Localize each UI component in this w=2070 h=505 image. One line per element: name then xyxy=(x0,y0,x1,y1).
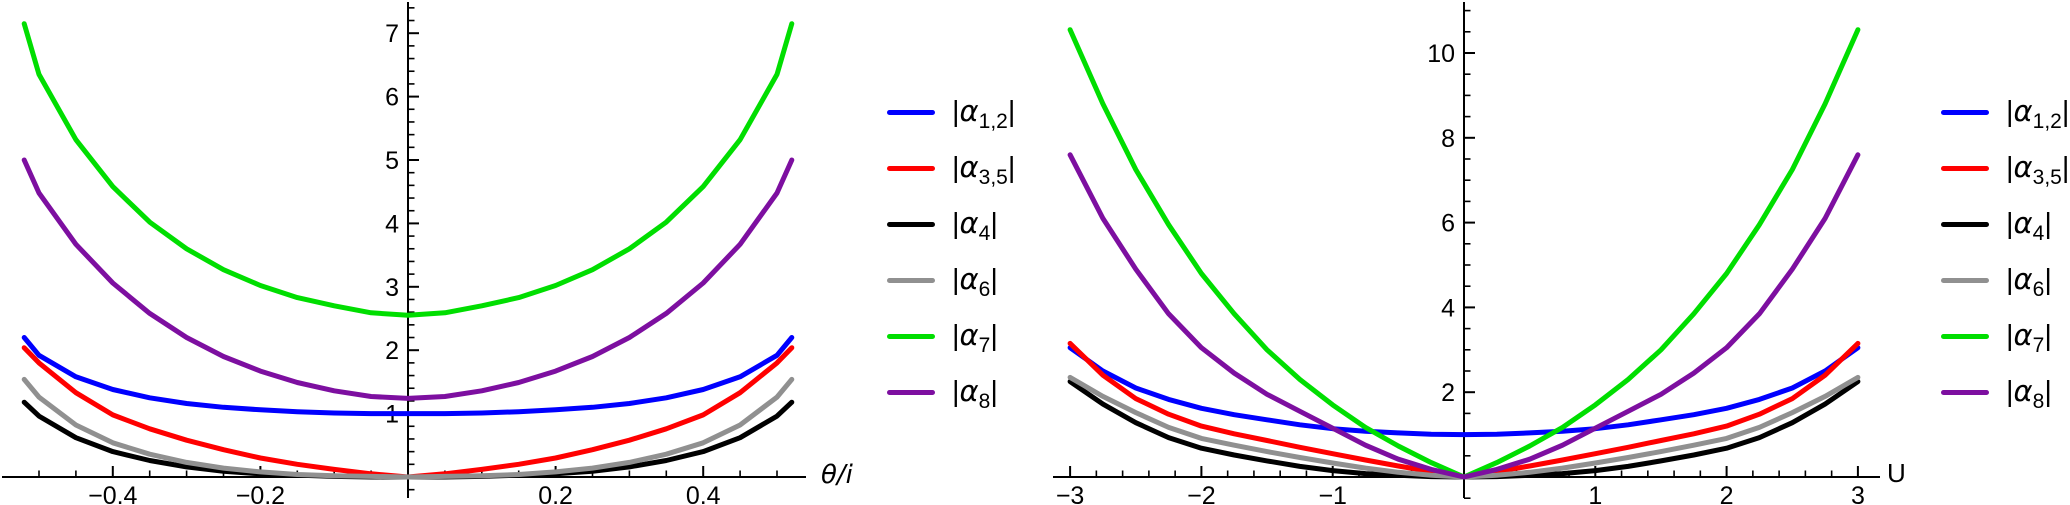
legend-swatch-line xyxy=(1941,333,1989,339)
y-tick-label: 4 xyxy=(385,210,399,238)
curve-alpha-6 xyxy=(21,376,795,480)
legend-right: |α1,2| |α3,5| |α4| |α6| |α7| |α8| xyxy=(1941,84,2069,420)
legend-swatch-line xyxy=(1941,277,1989,283)
x-tick-label: −0.4 xyxy=(88,482,137,505)
legend-swatch-line xyxy=(887,333,935,339)
curve-alpha-1-2 xyxy=(21,335,795,417)
y-tick-label: 3 xyxy=(385,274,399,302)
y-tick-label: 4 xyxy=(1441,294,1455,322)
legend-entry-alpha-4: |α4| xyxy=(1941,196,2069,252)
x-axis-label-right: U xyxy=(1887,458,1906,488)
legend-label: |α8| xyxy=(952,374,998,413)
x-tick-label: 0.2 xyxy=(538,482,573,505)
legend-left: |α1,2| |α3,5| |α4| |α6| |α7| |α8| xyxy=(887,84,1015,420)
legend-entry-alpha-1-2: |α1,2| xyxy=(1941,84,2069,140)
x-tick-label: 3 xyxy=(1851,482,1865,505)
curve-alpha-7 xyxy=(21,21,795,318)
legend-label: |α1,2| xyxy=(952,94,1016,133)
curve-alpha-1-2 xyxy=(1067,345,1861,438)
legend-swatch-line xyxy=(887,221,935,227)
legend-entry-alpha-6: |α6| xyxy=(887,252,1015,308)
y-tick-label: 7 xyxy=(385,20,399,48)
legend-swatch-line xyxy=(1941,221,1989,227)
legend-entry-alpha-4: |α4| xyxy=(887,196,1015,252)
y-tick-label: 8 xyxy=(1441,125,1455,153)
legend-entry-alpha-8: |α8| xyxy=(887,364,1015,420)
x-tick-label: −1 xyxy=(1318,482,1347,505)
y-tick-label: 6 xyxy=(385,84,399,112)
curve-alpha-8 xyxy=(1067,152,1861,480)
legend-entry-alpha-3-5: |α3,5| xyxy=(887,140,1015,196)
legend-swatch-line xyxy=(1941,109,1989,115)
x-tick-label: 2 xyxy=(1720,482,1734,505)
legend-entry-alpha-1-2: |α1,2| xyxy=(887,84,1015,140)
legend-label: |α7| xyxy=(952,318,998,357)
x-tick-label: 0.4 xyxy=(686,482,721,505)
legend-swatch-line xyxy=(1941,165,1989,171)
legend-swatch-line xyxy=(887,109,935,115)
legend-entry-alpha-7: |α7| xyxy=(1941,308,2069,364)
chart-right: −3 −2 −1 1 2 3 2 4 6 8 10 xyxy=(1053,2,1880,505)
y-tick-label: 5 xyxy=(385,147,399,175)
legend-entry-alpha-3-5: |α3,5| xyxy=(1941,140,2069,196)
curve-alpha-8 xyxy=(21,157,795,401)
x-tick-label: −2 xyxy=(1187,482,1216,505)
legend-label: |α7| xyxy=(2006,318,2052,357)
legend-swatch-line xyxy=(887,389,935,395)
legend-label: |α3,5| xyxy=(952,150,1016,189)
legend-swatch-line xyxy=(887,277,935,283)
legend-swatch-line xyxy=(887,165,935,171)
legend-label: |α8| xyxy=(2006,374,2052,413)
legend-label: |α3,5| xyxy=(2006,150,2070,189)
legend-entry-alpha-6: |α6| xyxy=(1941,252,2069,308)
y-tick-label: 2 xyxy=(385,337,399,365)
y-tick-label: 10 xyxy=(1427,40,1455,68)
legend-entry-alpha-7: |α7| xyxy=(887,308,1015,364)
legend-label: |α4| xyxy=(952,206,998,245)
legend-entry-alpha-8: |α8| xyxy=(1941,364,2069,420)
y-tick-label: 6 xyxy=(1441,210,1455,238)
x-tick-label: 1 xyxy=(1588,482,1602,505)
x-axis-label-left: θ/i xyxy=(821,460,853,490)
y-tick-label: 2 xyxy=(1441,379,1455,407)
legend-label: |α1,2| xyxy=(2006,94,2070,133)
x-tick-label: −0.2 xyxy=(236,482,285,505)
legend-label: |α6| xyxy=(2006,262,2052,301)
legend-swatch-line xyxy=(1941,389,1989,395)
legend-label: |α4| xyxy=(2006,206,2052,245)
x-tick-label: −3 xyxy=(1056,482,1085,505)
legend-label: |α6| xyxy=(952,262,998,301)
